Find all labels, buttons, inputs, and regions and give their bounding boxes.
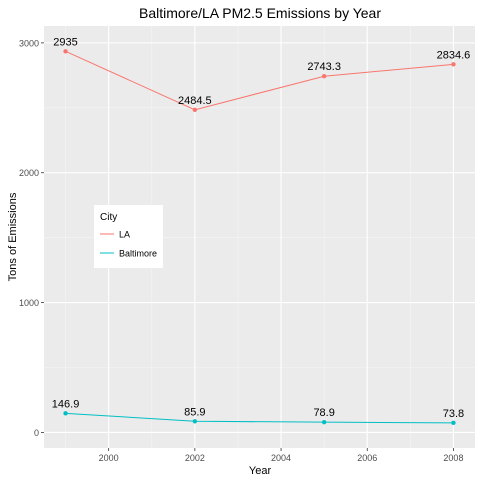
data-label-baltimore: 146.9 [52, 398, 80, 410]
y-axis: 0 1000 2000 3000 [19, 38, 44, 438]
series-layer: 2935 2484.5 2743.3 2834.6 146.9 85.9 78.9 73.8 [52, 36, 471, 426]
x-tick-label: 2002 [185, 453, 205, 463]
legend-label-la: LA [119, 230, 130, 240]
y-tick-label: 1000 [19, 298, 39, 308]
x-tick-label: 2004 [271, 453, 291, 463]
chart-title: Baltimore/LA PM2.5 Emissions by Year [139, 5, 381, 21]
data-label-la: 2484.5 [178, 95, 212, 107]
series-line-baltimore [65, 412, 454, 424]
data-label-baltimore: 85.9 [184, 406, 205, 418]
y-tick-label: 0 [34, 428, 39, 438]
series-line-la [65, 50, 454, 111]
legend-label-baltimore: Baltimore [119, 249, 157, 259]
legend-items: LA Baltimore [100, 230, 157, 259]
data-label-la: 2935 [53, 36, 77, 48]
y-tick-label: 2000 [19, 168, 39, 178]
data-point-la [192, 107, 198, 113]
x-tick-label: 2008 [443, 453, 463, 463]
data-label-la: 2834.6 [437, 49, 471, 61]
data-label-baltimore: 78.9 [313, 407, 334, 419]
x-axis: 2000 2002 2004 2006 2008 [99, 448, 463, 463]
data-point-baltimore [321, 419, 327, 425]
y-tick-label: 3000 [19, 38, 39, 48]
data-point-la [451, 62, 456, 67]
data-point-la [321, 74, 327, 79]
x-tick-label: 2006 [357, 453, 377, 463]
legend-title: City [100, 212, 117, 223]
x-axis-title: Year [249, 465, 272, 477]
y-axis-title: Tons of Emissions [7, 192, 19, 281]
major-gridlines [44, 26, 475, 448]
data-point-la [63, 49, 68, 54]
legend: City LA Baltimore [94, 205, 163, 268]
legend-box [94, 205, 163, 268]
data-label-baltimore: 73.8 [443, 408, 464, 420]
data-point-baltimore [63, 411, 68, 416]
data-point-baltimore [451, 420, 456, 426]
x-tick-label: 2000 [99, 453, 119, 463]
data-point-baltimore [192, 419, 198, 424]
data-label-la: 2743.3 [307, 61, 341, 73]
